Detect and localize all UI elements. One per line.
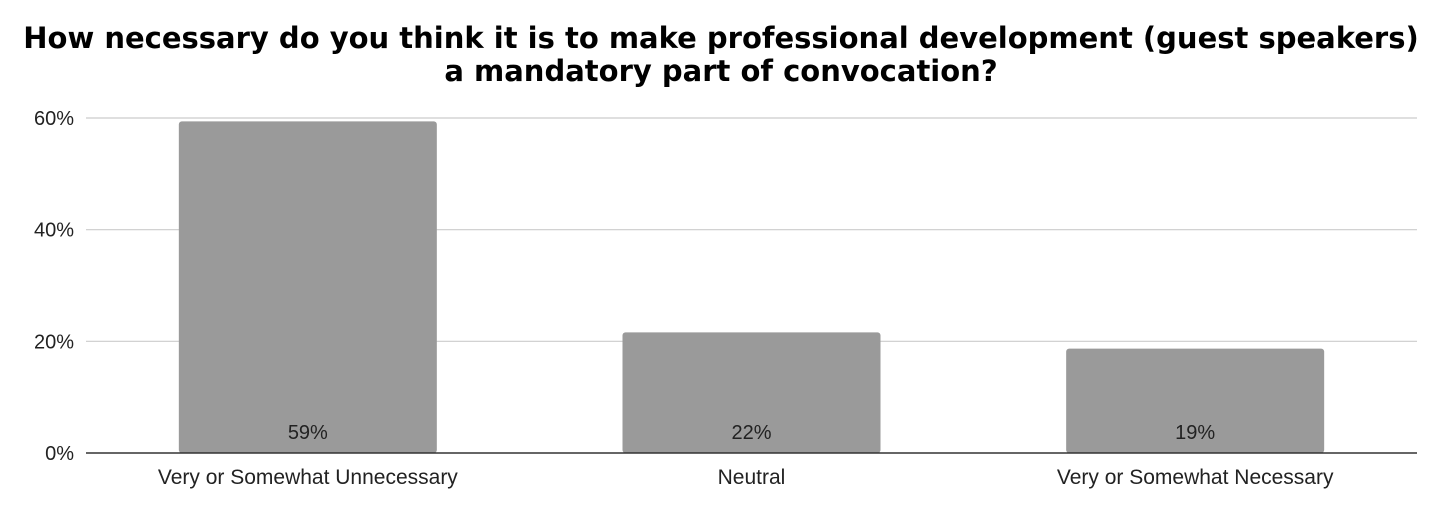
bar [1066,348,1325,453]
x-tick-label: Very or Somewhat Necessary [1057,466,1334,489]
y-tick-label: 40% [34,220,74,242]
x-tick-labels: Very or Somewhat Unnecessary Neutral Very … [158,466,1334,489]
x-tick-label: Very or Somewhat Unnecessary [158,466,458,489]
bar [178,121,437,453]
data-label: 22% [731,422,771,444]
y-tick-label: 60% [34,108,74,130]
bar [622,332,881,453]
chart-title: How necessary do you think it is to make… [0,22,1442,88]
chart-title-line-2: a mandatory part of convocation? [444,54,998,88]
data-labels: 59% 22% 19% [288,422,1216,444]
data-label: 59% [288,422,328,444]
y-tick-labels: 0% 20% 40% 60% [34,108,74,465]
data-label: 19% [1175,422,1215,444]
y-tick-label: 20% [34,331,74,353]
y-tick-label: 0% [45,443,74,465]
x-tick-label: Neutral [718,466,786,489]
bars [178,121,1325,453]
chart-title-line-1: How necessary do you think it is to make… [23,21,1419,55]
